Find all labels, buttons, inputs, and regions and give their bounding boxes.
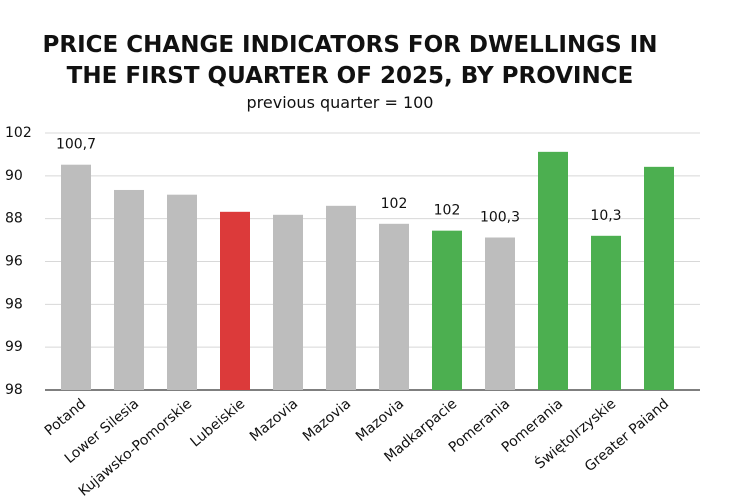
bar — [167, 194, 197, 390]
y-tick-label: 90 — [5, 168, 23, 184]
bar — [273, 214, 303, 390]
bar — [432, 230, 462, 390]
y-tick-label: 88 — [5, 211, 23, 227]
bar — [538, 151, 568, 390]
data-label: 100,3 — [480, 210, 520, 226]
data-label: 100,7 — [56, 137, 96, 153]
y-tick-label: 96 — [5, 254, 23, 270]
bar — [379, 223, 409, 390]
bar — [326, 205, 356, 390]
bar — [591, 235, 621, 390]
x-tick-label: Mazovia — [300, 396, 354, 445]
chart-title: PRICE CHANGE INDICATORS FOR DWELLINGS IN… — [42, 32, 658, 89]
y-tick-label: 102 — [5, 125, 32, 141]
chart-subtitle: previous quarter = 100 — [246, 93, 434, 112]
data-label: 102 — [381, 196, 408, 212]
x-tick-label: Potand — [42, 396, 89, 439]
bar — [61, 164, 91, 390]
data-label: 102 — [434, 203, 461, 219]
data-label: 10,3 — [590, 208, 621, 224]
bar — [220, 211, 250, 390]
x-tick-label: Mazovia — [247, 396, 301, 445]
bar — [485, 237, 515, 390]
y-tick-label: 98 — [5, 382, 23, 398]
y-tick-label: 98 — [5, 296, 23, 312]
y-tick-label: 99 — [5, 339, 23, 355]
bar — [114, 189, 144, 390]
x-tick-label: Lubeiskie — [188, 396, 249, 451]
bar — [644, 166, 674, 390]
